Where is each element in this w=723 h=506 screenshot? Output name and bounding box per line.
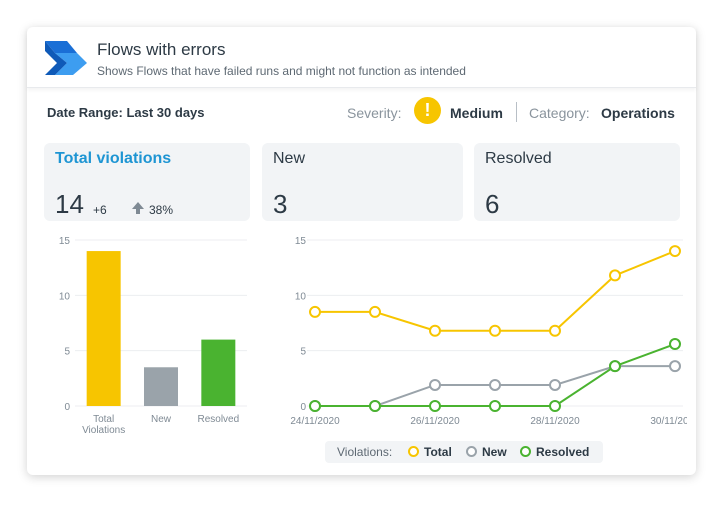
tile-value: 6: [485, 189, 500, 219]
card-title: Flows with errors: [97, 40, 226, 59]
legend-item-new[interactable]: New: [466, 445, 507, 459]
series-line-resolved: [315, 343, 676, 407]
point-total: [489, 324, 501, 337]
legend-item-resolved[interactable]: Resolved: [520, 445, 589, 459]
flows-with-errors-card: Flows with errors Shows Flows that have …: [27, 27, 696, 475]
point-new: [429, 378, 441, 391]
x-tick-label: Resolved: [197, 414, 239, 425]
point-total: [549, 324, 561, 337]
x-tick-label: 30/11/2020: [650, 416, 687, 427]
y-tick-label: 5: [300, 347, 306, 358]
tile-value: 14: [55, 189, 84, 219]
tile-title: Total violations: [55, 150, 172, 167]
point-resolved: [669, 338, 681, 351]
x-tick-label: New: [151, 414, 172, 425]
tile-title: New: [273, 150, 306, 167]
point-new: [549, 378, 561, 391]
exclamation-icon: !: [414, 97, 441, 124]
x-tick-label: 28/11/2020: [530, 416, 580, 427]
tile-value: 3: [273, 189, 288, 219]
legend-resolved-marker-icon: [520, 446, 531, 457]
severity-value[interactable]: Medium: [450, 105, 503, 121]
y-tick-label: 0: [300, 402, 306, 413]
severity-label: Severity:: [347, 105, 402, 121]
card-header: Flows with errors Shows Flows that have …: [27, 27, 696, 88]
y-tick-label: 15: [295, 236, 307, 247]
date-range-filter[interactable]: Date Range: Last 30 days: [47, 105, 205, 120]
point-resolved: [489, 400, 501, 412]
legend-new-marker-icon: [466, 446, 477, 457]
y-tick-label: 10: [295, 291, 307, 302]
tile-new[interactable]: New 3: [262, 143, 463, 221]
tile-resolved[interactable]: Resolved 6: [474, 143, 680, 221]
y-tick-label: 10: [59, 291, 71, 302]
point-resolved: [429, 400, 441, 412]
point-total: [369, 305, 381, 318]
chart-legend: Violations: Total New Resolved: [325, 441, 603, 463]
legend-label: Violations:: [337, 445, 393, 459]
y-tick-label: 5: [64, 347, 70, 358]
point-total: [669, 245, 681, 258]
point-new: [669, 360, 681, 373]
tile-total-violations[interactable]: Total violations 14 +6 38%: [44, 143, 250, 221]
point-total: [309, 305, 321, 318]
category-value[interactable]: Operations: [601, 105, 675, 121]
filter-bar: Date Range: Last 30 days Severity: ! Med…: [27, 97, 696, 127]
line-chart: 0 5 10 15 24/11/2020 26/11/2020 28/11/2020 30/1…: [290, 236, 687, 427]
tile-title: Resolved: [485, 150, 552, 167]
category-label: Category:: [529, 105, 590, 121]
point-resolved: [549, 400, 561, 412]
point-total: [429, 324, 441, 337]
x-tick-label: Violations: [82, 425, 125, 436]
legend-item-total[interactable]: Total: [408, 445, 452, 459]
point-resolved: [609, 360, 621, 373]
point-total: [609, 269, 621, 282]
x-tick-label: 26/11/2020: [410, 416, 460, 427]
bar-resolved: [201, 339, 236, 406]
x-tick-label: 24/11/2020: [290, 416, 340, 427]
legend-item-label: New: [482, 445, 507, 459]
filter-divider: [516, 102, 517, 122]
legend-item-label: Total: [424, 445, 452, 459]
y-tick-label: 15: [59, 236, 71, 247]
tile-percent: 38%: [149, 203, 174, 217]
legend-total-marker-icon: [408, 446, 419, 457]
legend-item-label: Resolved: [536, 445, 590, 459]
arrow-up-icon: [132, 202, 144, 214]
card-subtitle: Shows Flows that have failed runs and mi…: [97, 64, 466, 78]
y-tick-label: 0: [64, 402, 70, 413]
point-resolved: [369, 400, 381, 412]
point-resolved: [309, 400, 321, 412]
bar-total-violations: [86, 251, 121, 406]
bar-new: [144, 367, 178, 406]
power-automate-logo-icon: [45, 41, 87, 75]
point-new: [489, 378, 501, 391]
series-line-total: [315, 250, 676, 332]
tile-delta: +6: [93, 203, 107, 217]
x-tick-label: Total: [93, 414, 114, 425]
